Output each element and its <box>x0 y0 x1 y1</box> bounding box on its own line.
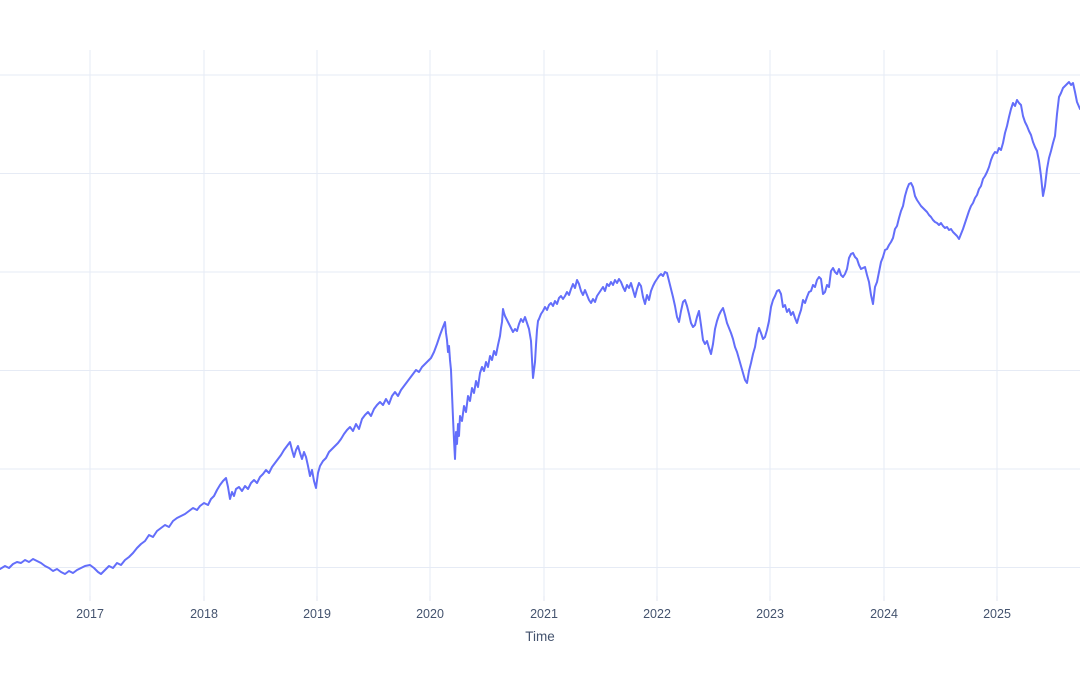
x-axis-ticks <box>89 596 998 601</box>
x-tick-label: 2022 <box>643 607 671 621</box>
x-tick-label: 2019 <box>303 607 331 621</box>
series-line <box>0 81 1080 575</box>
x-tick-label: 2023 <box>756 607 784 621</box>
gridlines-vertical <box>89 50 998 596</box>
x-tick-label: 2024 <box>870 607 898 621</box>
x-axis-title: Time <box>525 629 555 644</box>
x-tick-label: 2021 <box>530 607 558 621</box>
x-tick-label: 2018 <box>190 607 218 621</box>
x-axis-tick-labels: 2017 2018 2019 2020 2021 2022 2023 2024 2025 <box>76 607 1011 621</box>
gridlines-horizontal <box>0 74 1080 568</box>
x-tick-label: 2017 <box>76 607 104 621</box>
x-tick-label: 2025 <box>983 607 1011 621</box>
x-tick-label: 2020 <box>416 607 444 621</box>
